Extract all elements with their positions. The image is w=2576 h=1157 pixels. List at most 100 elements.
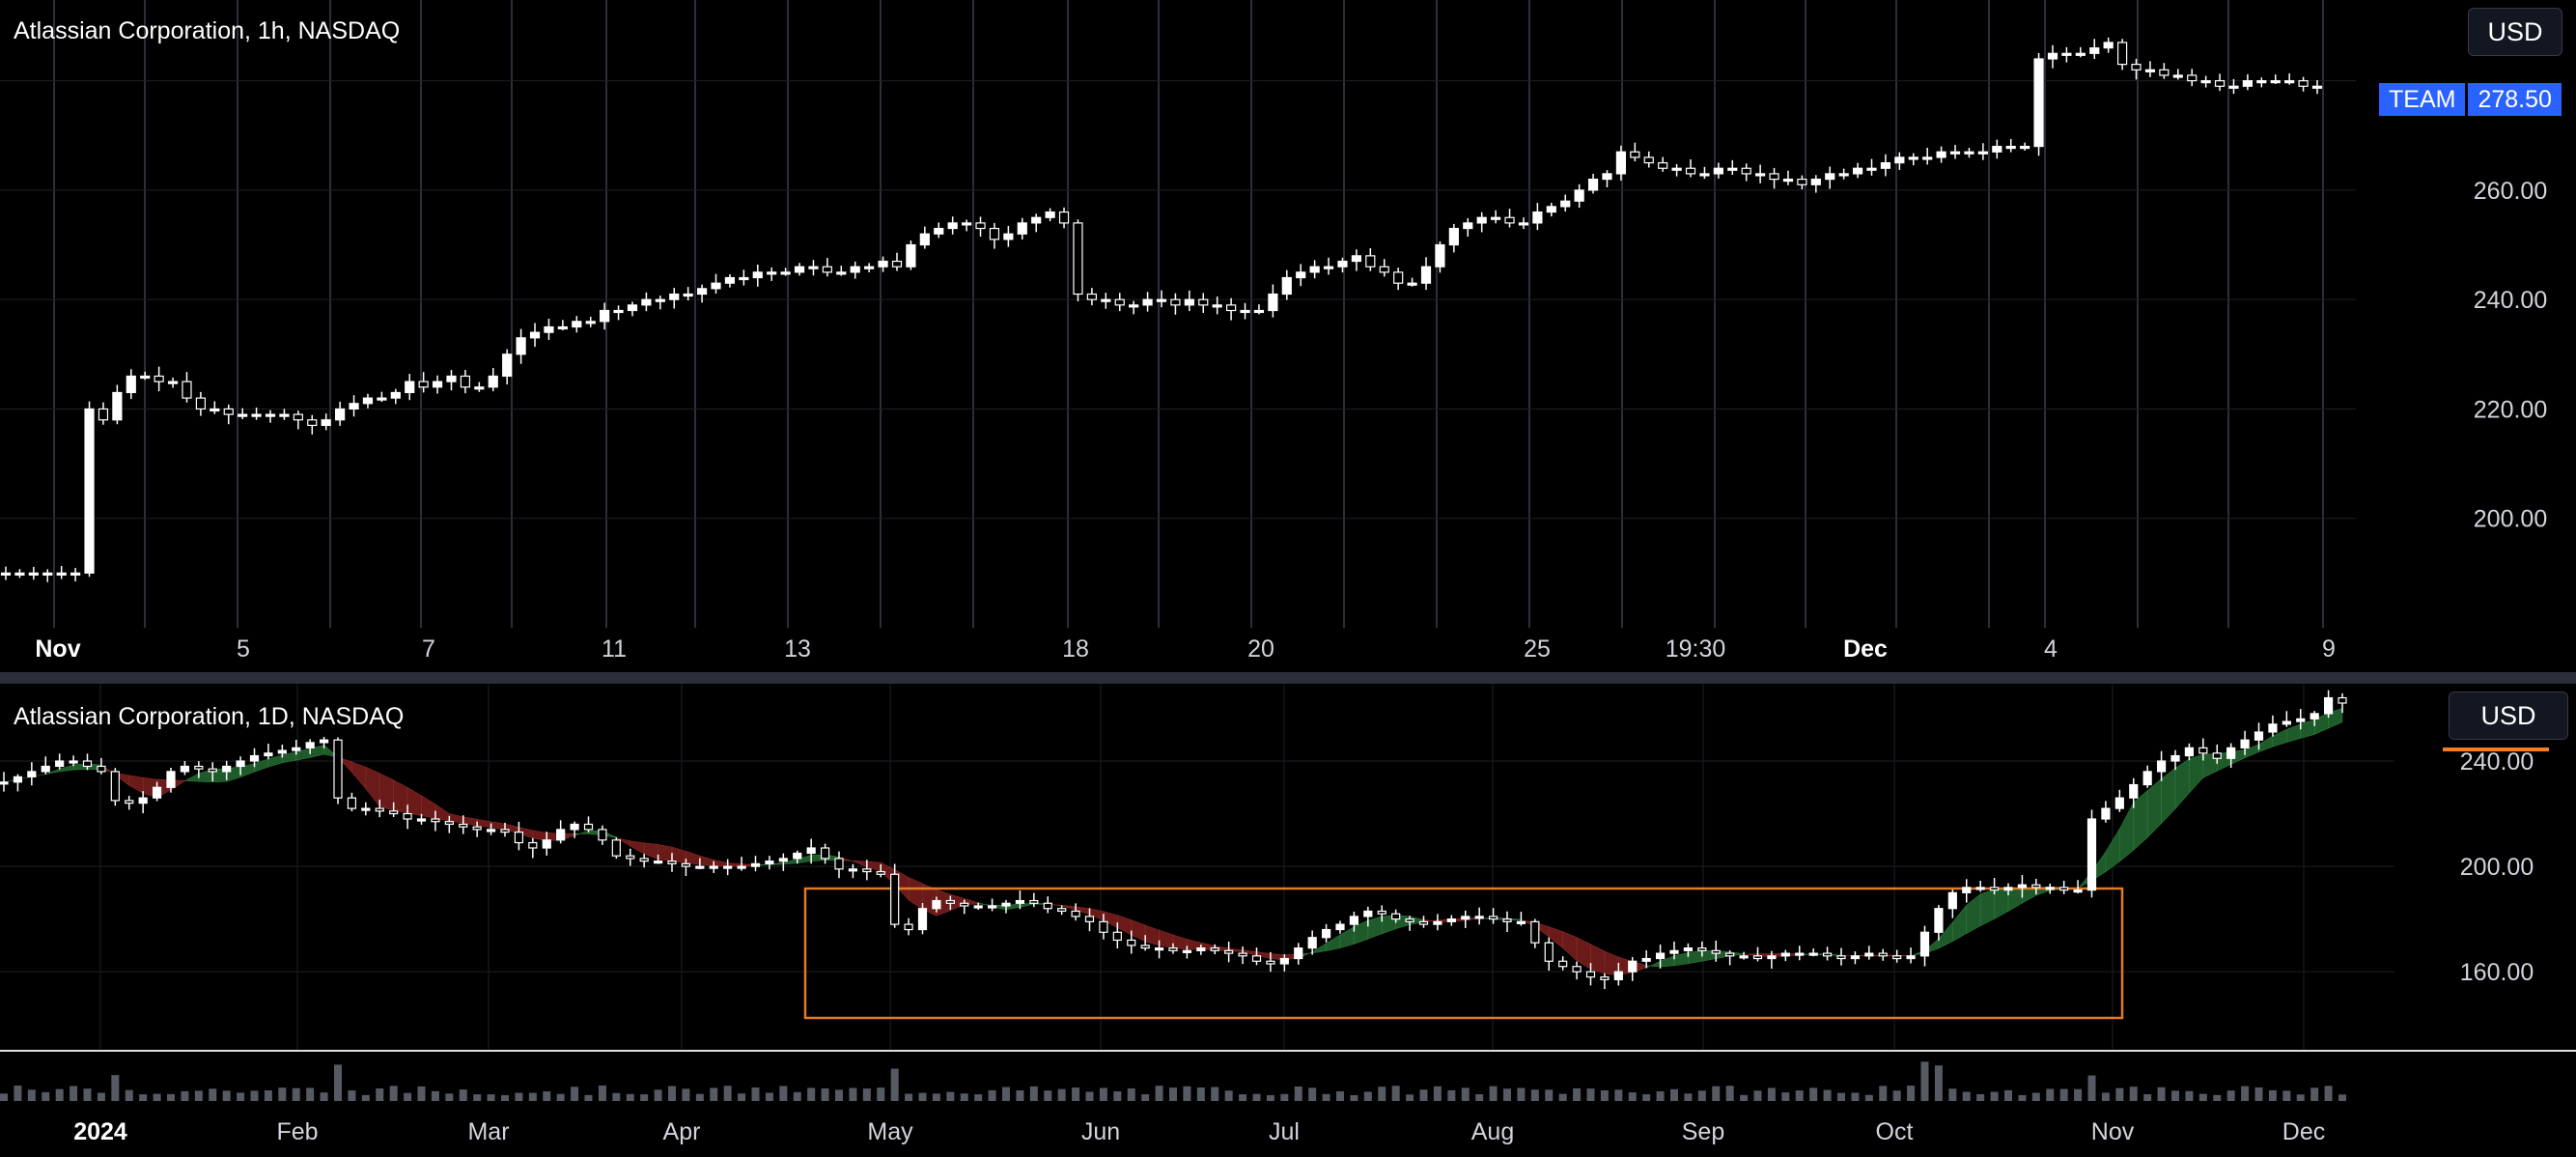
volume-bar: [292, 1087, 300, 1101]
candle-body: [1600, 976, 1610, 980]
x-tick-label: Nov: [2091, 1118, 2135, 1145]
candle-body: [752, 271, 763, 279]
y-tick-label: 200.00: [2460, 854, 2534, 881]
candle-body: [1544, 942, 1554, 962]
volume-bar: [1363, 1091, 1372, 1101]
candle-body: [418, 381, 429, 388]
candle-body: [1977, 151, 1988, 155]
volume-bar: [55, 1088, 64, 1101]
candle-body: [611, 839, 621, 857]
volume-bar: [932, 1093, 940, 1101]
candle-body: [1073, 222, 1083, 296]
candle-body: [1114, 298, 1125, 306]
candle-body: [822, 266, 832, 273]
candle-body: [347, 797, 357, 809]
candle-body: [1906, 955, 1916, 960]
candle-body: [1866, 167, 1877, 171]
volume-bar: [862, 1088, 871, 1101]
ma-ribbon-segment: [1979, 889, 1995, 927]
candle-body: [1838, 173, 1849, 177]
candle-body: [778, 858, 788, 862]
candle-body: [528, 841, 538, 849]
volume-bar: [2087, 1075, 2096, 1101]
ma-ribbon-segment: [351, 761, 367, 790]
candle-body: [2017, 884, 2028, 889]
candle-body: [42, 572, 53, 576]
candle-body: [739, 276, 749, 281]
candle-body: [1880, 161, 1891, 169]
volume-bar: [1266, 1094, 1274, 1101]
candle-body: [305, 742, 315, 748]
volume-bar: [723, 1086, 732, 1101]
candle-body: [850, 266, 860, 273]
hourly-currency-button[interactable]: USD: [2468, 8, 2562, 56]
daily-chart-pane[interactable]: 240.00 200.00 160.00 2024 Feb Mar Apr May Jun Jul…: [0, 684, 2576, 1157]
candle-body: [1936, 151, 1946, 158]
ma-ribbon-segment: [2300, 719, 2315, 739]
candle-body: [2284, 80, 2295, 84]
volume-bar: [1322, 1093, 1330, 1101]
volume-bar: [1558, 1093, 1567, 1101]
volume-bar: [2046, 1088, 2055, 1101]
x-tick-label: 7: [422, 635, 435, 663]
pane-divider[interactable]: [0, 672, 2576, 684]
candle-body: [2240, 739, 2250, 748]
volume-bar: [1169, 1087, 1177, 1101]
candle-body: [1296, 271, 1306, 279]
candle-body: [2003, 887, 2013, 891]
candle-body: [1962, 887, 1972, 893]
volume-bar: [306, 1087, 315, 1101]
price-tag-symbol: TEAM: [2379, 83, 2466, 116]
candle-body: [459, 823, 468, 828]
volume-bar: [1196, 1087, 1205, 1101]
ma-ribbon-segment: [1172, 934, 1188, 950]
volume-bar: [668, 1086, 676, 1101]
candle-body: [767, 271, 777, 275]
candle-body: [1615, 151, 1627, 175]
candle-body: [1337, 260, 1348, 268]
candle-body: [1323, 266, 1334, 269]
ma-ribbon-segment: [699, 855, 714, 866]
volume-bar: [2059, 1088, 2068, 1101]
volume-bar: [1586, 1088, 1595, 1101]
y-tick-label: 200.00: [2474, 506, 2547, 533]
candle-body: [194, 765, 204, 770]
volume-bar: [1837, 1092, 1845, 1101]
candle-body: [1894, 156, 1905, 164]
volume-bar: [1628, 1092, 1637, 1101]
volume-bar: [1892, 1090, 1901, 1101]
daily-currency-button[interactable]: USD: [2449, 691, 2568, 740]
candle-body: [1752, 955, 1763, 960]
hourly-chart-pane[interactable]: 260.00 240.00 220.00 200.00 Nov 5 7 11 13 18 20 25 1…: [0, 0, 2576, 672]
candle-body: [251, 413, 262, 417]
volume-bar: [320, 1092, 328, 1101]
volume-bar: [459, 1089, 467, 1101]
volume-bar: [42, 1091, 50, 1101]
volume-bar: [2115, 1087, 2124, 1101]
daily-chart-canvas[interactable]: 240.00 200.00 160.00 2024 Feb Mar Apr May Jun Jul…: [0, 684, 2576, 1157]
candle-body: [41, 765, 50, 773]
candle-body: [27, 771, 37, 777]
candle-body: [1281, 276, 1292, 296]
hourly-chart-canvas[interactable]: 260.00 240.00 220.00 200.00 Nov 5 7 11 13 18 20 25 1…: [0, 0, 2576, 672]
candle-body: [876, 870, 885, 875]
candle-body: [277, 749, 287, 754]
volume-bar: [835, 1089, 843, 1101]
x-tick-label: 19:30: [1666, 635, 1726, 663]
ma-ribbon-segment: [630, 840, 645, 855]
volume-bar: [710, 1087, 718, 1101]
volume-bar: [2018, 1094, 2027, 1101]
volume-bar: [1155, 1086, 1163, 1101]
candle-body: [1643, 156, 1654, 164]
x-tick-label: Mar: [467, 1118, 509, 1145]
candle-body: [1407, 282, 1417, 286]
ma-ribbon-segment: [2007, 887, 2023, 912]
candle-body: [2031, 884, 2041, 889]
ma-ribbon-segment: [2133, 790, 2148, 851]
volume-bar: [974, 1094, 983, 1101]
volume-bar: [1517, 1087, 1526, 1101]
candle-body: [0, 781, 9, 785]
volume-bar: [765, 1092, 773, 1101]
candle-body: [1878, 952, 1888, 957]
volume-bar: [918, 1092, 927, 1101]
